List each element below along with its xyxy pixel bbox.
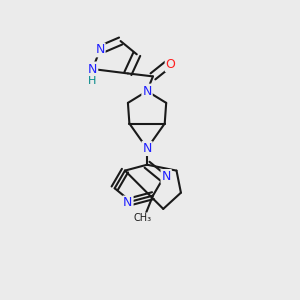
Text: N: N bbox=[123, 196, 133, 209]
Text: N: N bbox=[142, 142, 152, 155]
Text: N: N bbox=[161, 170, 171, 183]
Text: H: H bbox=[88, 76, 96, 86]
Text: O: O bbox=[166, 58, 176, 71]
Text: CH₃: CH₃ bbox=[134, 213, 152, 223]
Text: N: N bbox=[95, 44, 105, 56]
Text: N: N bbox=[88, 62, 97, 76]
Text: N: N bbox=[142, 85, 152, 98]
